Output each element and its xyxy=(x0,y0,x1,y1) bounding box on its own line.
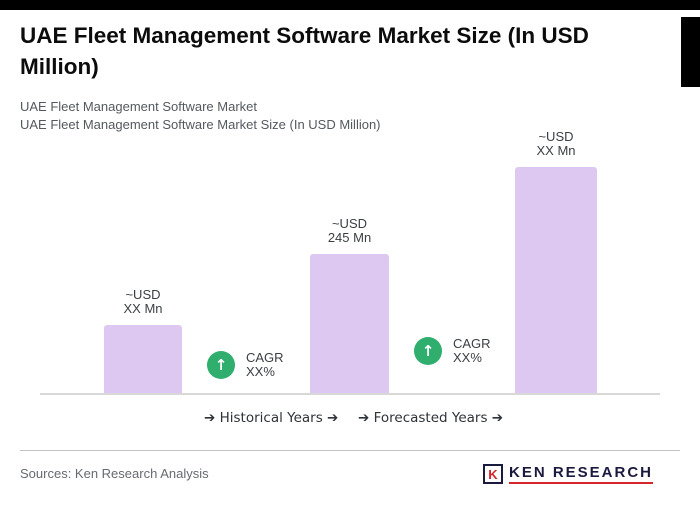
cagr-badge-historical: ↑ CAGR XX% xyxy=(207,351,284,379)
page-title: UAE Fleet Management Software Market Siz… xyxy=(20,23,589,79)
cagr-label-line1: CAGR xyxy=(246,350,284,365)
market-subtitle: UAE Fleet Management Software Market xyxy=(20,99,257,114)
bar-value-line2: XX Mn xyxy=(123,301,163,316)
cagr-label-line2: XX% xyxy=(246,364,275,379)
annotation-historical-years: ➔ Historical Years ➔ xyxy=(204,410,339,426)
bar-historical-start xyxy=(104,325,182,393)
footer-divider xyxy=(20,450,680,451)
cagr-label-line1: CAGR xyxy=(453,336,491,351)
bar-value-line2: 245 Mn xyxy=(327,230,372,245)
title-accent-block xyxy=(681,17,700,87)
bar-value-line2: XX Mn xyxy=(536,143,576,158)
bar-value-line1: ~USD xyxy=(125,287,161,302)
chart-caption-subtitle: UAE Fleet Management Software Market Siz… xyxy=(20,117,381,132)
bar-value-label: ~USD 245 Mn xyxy=(328,217,371,245)
chart-baseline xyxy=(40,393,660,395)
bar-group-historical-end: ~USD 245 Mn xyxy=(310,217,389,393)
bar-chart: ~USD XX Mn ~USD 245 Mn ~USD XX Mn ↑ CAGR… xyxy=(0,120,700,395)
logo-k-icon: K xyxy=(482,464,503,484)
bar-group-forecast-end: ~USD XX Mn xyxy=(515,130,597,393)
ken-research-logo: K KEN RESEARCH xyxy=(482,464,653,484)
bar-value-label: ~USD XX Mn xyxy=(536,130,575,158)
cagr-label-line2: XX% xyxy=(453,350,482,365)
up-arrow-icon: ↑ xyxy=(207,351,235,379)
bar-value-line1: ~USD xyxy=(331,216,368,231)
bar-forecast-end xyxy=(515,167,597,393)
sources-text: Sources: Ken Research Analysis xyxy=(20,466,209,481)
annotation-forecasted-years: ➔ Forecasted Years ➔ xyxy=(358,410,504,426)
bar-value-label: ~USD XX Mn xyxy=(123,288,162,316)
bar-historical-end xyxy=(310,254,389,393)
top-accent-bar xyxy=(0,0,700,10)
cagr-label: CAGR XX% xyxy=(246,351,284,379)
bar-value-line1: ~USD xyxy=(538,129,574,144)
logo-text: KEN RESEARCH xyxy=(508,464,653,484)
cagr-badge-forecast: ↑ CAGR XX% xyxy=(414,337,491,365)
bar-group-historical-start: ~USD XX Mn xyxy=(104,288,182,393)
up-arrow-icon: ↑ xyxy=(414,337,442,365)
cagr-label: CAGR XX% xyxy=(453,337,491,365)
